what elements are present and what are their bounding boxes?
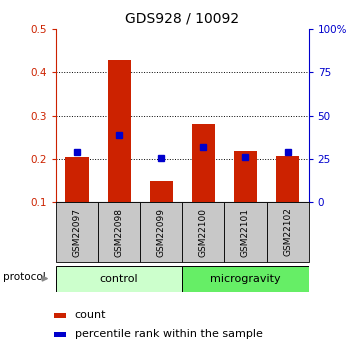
Bar [192, 124, 215, 202]
Bar [276, 156, 299, 202]
Bar [182, 266, 309, 292]
Text: GSM22102: GSM22102 [283, 208, 292, 256]
Bar [108, 60, 131, 202]
Text: count: count [75, 310, 106, 319]
Bar [140, 202, 182, 262]
Text: GSM22101: GSM22101 [241, 207, 250, 257]
Title: GDS928 / 10092: GDS928 / 10092 [125, 11, 239, 26]
Bar [225, 202, 266, 262]
Bar [54, 313, 66, 317]
Bar [56, 202, 98, 262]
Text: protocol: protocol [3, 272, 45, 282]
Text: GSM22098: GSM22098 [115, 207, 123, 257]
Bar [266, 202, 309, 262]
Bar [182, 202, 225, 262]
Bar [98, 202, 140, 262]
Text: control: control [100, 274, 138, 284]
Bar [150, 181, 173, 202]
Text: percentile rank within the sample: percentile rank within the sample [75, 329, 262, 339]
Bar [234, 151, 257, 202]
Text: GSM22097: GSM22097 [73, 207, 82, 257]
Bar [56, 266, 182, 292]
Text: GSM22099: GSM22099 [157, 207, 166, 257]
Text: GSM22100: GSM22100 [199, 207, 208, 257]
Bar [65, 157, 88, 202]
Text: microgravity: microgravity [210, 274, 281, 284]
Bar [54, 332, 66, 337]
